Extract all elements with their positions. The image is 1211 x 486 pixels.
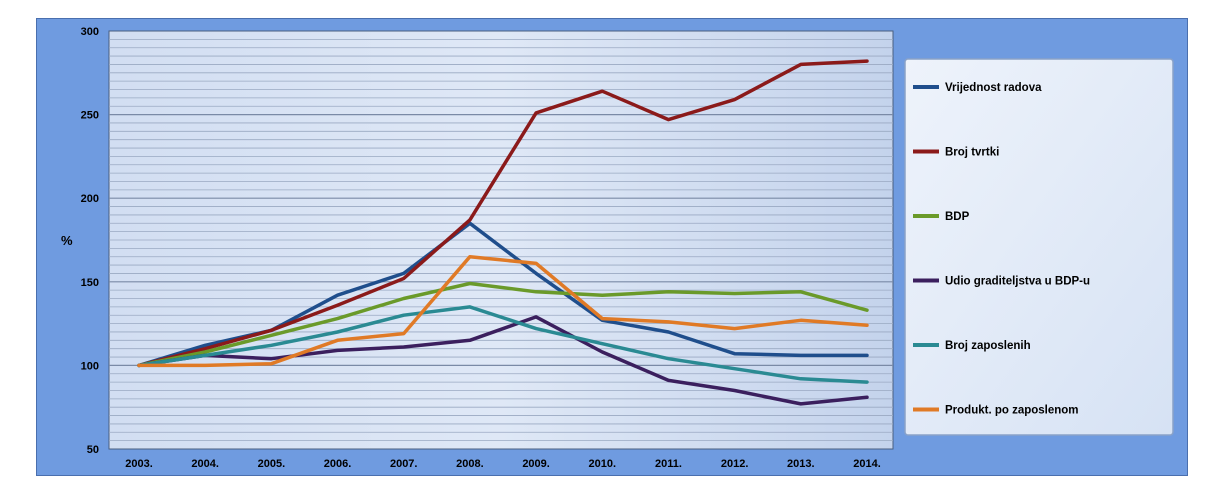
- x-tick-label: 2003.: [125, 458, 153, 470]
- y-tick-label: 100: [81, 360, 99, 372]
- y-axis-ticks: 50 100 150 200 250 300: [81, 26, 99, 456]
- x-tick-label: 2004.: [191, 458, 219, 470]
- x-tick-label: 2012.: [721, 458, 749, 470]
- legend-label: BDP: [945, 211, 970, 223]
- x-tick-label: 2006.: [324, 458, 352, 470]
- y-tick-label: 200: [81, 193, 99, 205]
- y-tick-label: 300: [81, 26, 99, 38]
- legend: Vrijednost radova Broj tvrtki BDP Udio grad…: [913, 82, 1090, 417]
- x-tick-label: 2005.: [258, 458, 286, 470]
- series-line-5: [137, 254, 869, 368]
- y-tick-label: 50: [87, 444, 99, 456]
- y-axis-label: %: [61, 233, 73, 248]
- series-line-1: [137, 59, 869, 368]
- legend-label: Udio graditeljstva u BDP-u: [945, 276, 1090, 288]
- legend-label: Vrijednost radova: [945, 82, 1042, 94]
- y-tick-label: 150: [81, 277, 99, 289]
- x-tick-label: 2010.: [589, 458, 617, 470]
- x-tick-label: 2013.: [787, 458, 815, 470]
- x-axis-ticks: 2003. 2004. 2005. 2006. 2007. 2008. 2009. 2010.…: [125, 458, 881, 470]
- x-tick-label: 2009.: [522, 458, 550, 470]
- legend-box: [904, 58, 1174, 436]
- chart-frame: 50 100 150 200 250 300 2003. 2004. 2005. 2006. 20…: [36, 18, 1188, 476]
- x-tick-label: 2007.: [390, 458, 418, 470]
- legend-label: Broj tvrtki: [945, 147, 999, 159]
- y-tick-label: 250: [81, 110, 99, 122]
- series-line-2: [137, 281, 869, 368]
- series-line-4: [137, 305, 869, 384]
- legend-label: Produkt. po zaposlenom: [945, 405, 1079, 417]
- series-lines: [137, 59, 869, 406]
- series-line-3: [137, 315, 869, 406]
- x-tick-label: 2014.: [853, 458, 881, 470]
- legend-label: Broj zaposlenih: [945, 340, 1031, 352]
- x-tick-label: 2011.: [655, 458, 682, 470]
- x-tick-label: 2008.: [456, 458, 484, 470]
